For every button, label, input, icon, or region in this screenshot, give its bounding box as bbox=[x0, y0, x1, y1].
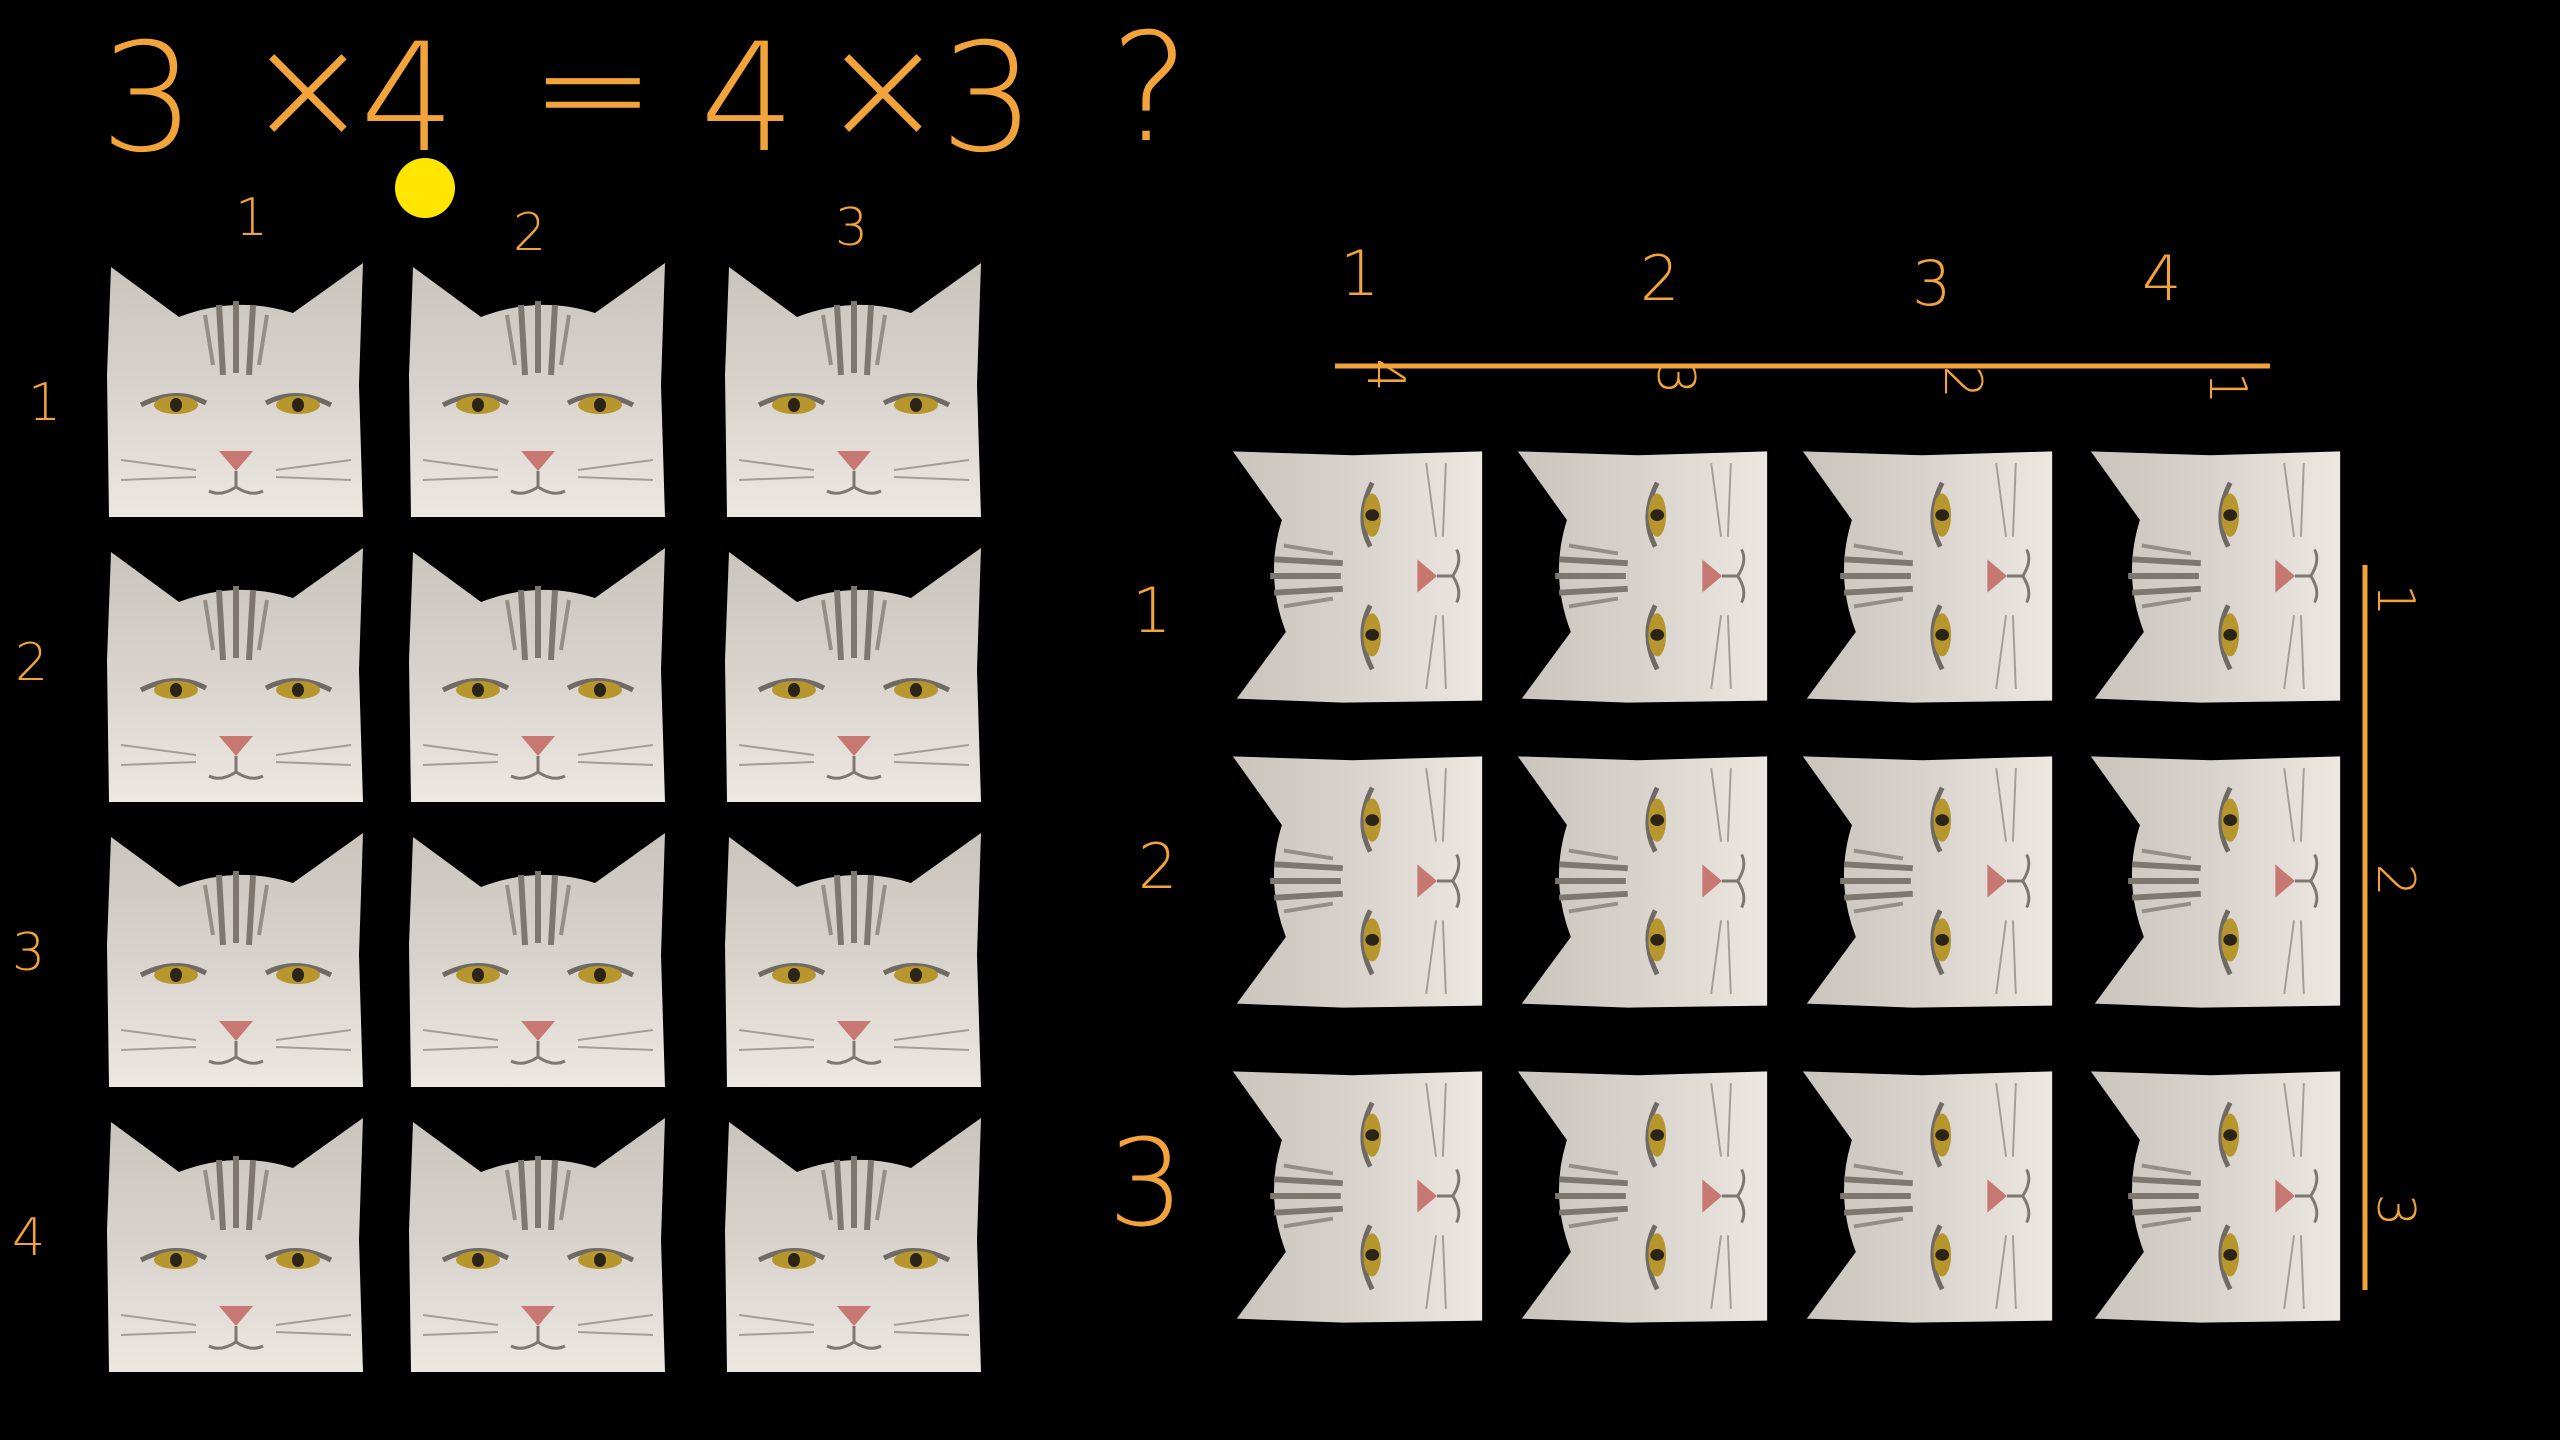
ruler-top-label: 2 bbox=[1932, 365, 1992, 398]
cat-face-rotated-icon bbox=[1233, 451, 1482, 702]
ruler-side-label: 3 bbox=[2365, 1193, 2425, 1226]
right-row-label: 1 bbox=[1132, 574, 1171, 647]
equation-right-b: 3 bbox=[940, 12, 1041, 186]
cat-face-icon bbox=[725, 1118, 981, 1372]
left-grid-column-labels: 1 2 3 bbox=[235, 188, 868, 263]
right-column-label: 3 bbox=[1912, 247, 1951, 320]
left-row-label: 2 bbox=[15, 633, 48, 693]
left-column-label: 3 bbox=[835, 198, 868, 258]
left-column-label: 1 bbox=[235, 188, 268, 248]
cat-face-rotated-icon bbox=[2091, 756, 2340, 1007]
equation-left-a: 3 bbox=[100, 12, 201, 186]
cat-face-rotated-icon bbox=[1803, 451, 2052, 702]
cat-face-icon bbox=[409, 263, 665, 517]
cat-face-icon bbox=[409, 833, 665, 1087]
right-column-label: 4 bbox=[2142, 242, 2181, 315]
right-grid-side-ruler: 1 2 3 bbox=[2362, 565, 2425, 1290]
left-column-label: 2 bbox=[513, 203, 546, 263]
ruler-side-label: 2 bbox=[2365, 863, 2425, 896]
equation-right-a: 4 bbox=[700, 12, 801, 186]
equation-op1: × bbox=[245, 2, 377, 176]
cat-face-icon bbox=[725, 548, 981, 802]
cat-face-icon bbox=[107, 1118, 363, 1372]
equation-equals: = bbox=[530, 2, 662, 176]
left-grid bbox=[107, 263, 981, 1372]
cat-face-rotated-icon bbox=[1233, 756, 1482, 1007]
pointer-cursor bbox=[395, 158, 455, 218]
equation-question-mark: ? bbox=[1110, 2, 1196, 176]
cat-face-icon bbox=[725, 833, 981, 1087]
ruler-side-label: 1 bbox=[2365, 583, 2425, 616]
cat-face-icon bbox=[725, 263, 981, 517]
cat-face-icon bbox=[107, 548, 363, 802]
cat-face-rotated-icon bbox=[2091, 451, 2340, 702]
right-row-label: 3 bbox=[1108, 1115, 1184, 1254]
right-column-label: 1 bbox=[1340, 237, 1379, 310]
cat-face-icon bbox=[409, 548, 665, 802]
right-grid bbox=[1233, 451, 2340, 1322]
left-grid-row-labels: 1 2 3 4 bbox=[12, 373, 61, 1268]
equation: 3 × 4 = 4 × 3 ? bbox=[100, 2, 1196, 186]
cat-face-rotated-icon bbox=[1233, 1071, 1482, 1322]
cat-face-rotated-icon bbox=[1518, 1071, 1767, 1322]
cat-face-icon bbox=[107, 833, 363, 1087]
right-grid-top-ruler: 4 3 2 1 bbox=[1335, 358, 2270, 405]
cat-face-icon bbox=[107, 263, 363, 517]
right-grid-column-labels: 1 2 3 4 bbox=[1340, 237, 2181, 320]
right-row-label: 2 bbox=[1138, 830, 1177, 903]
equation-op2: × bbox=[820, 2, 952, 176]
ruler-top-label: 1 bbox=[2197, 371, 2257, 404]
equation-left-b: 4 bbox=[360, 12, 461, 186]
cat-face-rotated-icon bbox=[1803, 1071, 2052, 1322]
cat-face-rotated-icon bbox=[1518, 756, 1767, 1007]
ruler-top-label: 4 bbox=[1355, 358, 1415, 391]
cat-face-icon bbox=[409, 1118, 665, 1372]
ruler-top-label: 3 bbox=[1645, 361, 1705, 394]
right-grid-row-labels: 1 2 3 bbox=[1108, 574, 1184, 1254]
left-row-label: 3 bbox=[12, 923, 45, 983]
right-column-label: 2 bbox=[1640, 242, 1679, 315]
cat-face-rotated-icon bbox=[1803, 756, 2052, 1007]
left-row-label: 1 bbox=[28, 373, 61, 433]
cat-face-rotated-icon bbox=[2091, 1071, 2340, 1322]
left-row-label: 4 bbox=[12, 1208, 45, 1268]
cat-face-rotated-icon bbox=[1518, 451, 1767, 702]
